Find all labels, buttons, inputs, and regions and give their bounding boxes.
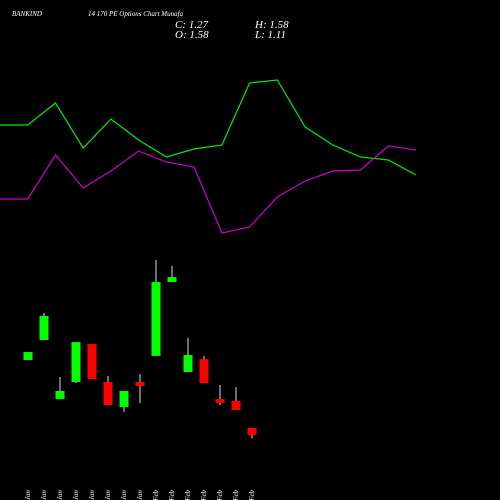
ohlc-label: O: 1.58 — [175, 29, 209, 41]
x-tick-label: 03 Feb — [184, 490, 192, 500]
x-tick-label: 06 Feb — [232, 490, 240, 500]
candle-body — [135, 382, 145, 386]
candle-body — [23, 352, 33, 360]
ohlc-label: C: 1.27 — [175, 19, 209, 31]
x-tick-label: 21 Jan — [40, 490, 48, 500]
chart-title: BANKIND — [12, 10, 42, 18]
candle-body — [151, 282, 161, 356]
candle-body — [55, 390, 65, 400]
candle-body — [183, 355, 193, 373]
candle-body — [87, 344, 97, 380]
x-tick-label: 02 Feb — [168, 490, 176, 500]
candle-body — [119, 390, 129, 408]
x-tick-label: 01 Feb — [152, 490, 160, 500]
indicator-line — [0, 79, 417, 176]
x-tick-label: 09 Feb — [248, 490, 256, 500]
x-tick-label: 29 Jan — [120, 490, 128, 500]
ohlc-label: L: 1.11 — [254, 29, 286, 41]
candle-body — [39, 315, 49, 340]
candle-body — [215, 399, 225, 403]
x-tick-label: 22 Jan — [56, 490, 64, 500]
ohlc-label: H: 1.58 — [254, 19, 289, 31]
x-tick-label: 23 Jan — [72, 490, 80, 500]
chart-subtitle: 14 170 PE Options Chart Munafa — [88, 10, 184, 18]
x-tick-label: 30 Jan — [136, 490, 144, 500]
x-tick-label: 04 Feb — [200, 490, 208, 500]
indicator-line — [0, 145, 417, 234]
candle-body — [167, 277, 177, 283]
x-tick-label: 20 Jan — [24, 490, 32, 500]
x-tick-label: 28 Jan — [104, 490, 112, 500]
candle-body — [247, 427, 257, 435]
candle-body — [231, 400, 241, 410]
candle-body — [199, 359, 209, 383]
x-tick-label: 05 Feb — [216, 490, 224, 500]
x-tick-label: 27 Jan — [88, 490, 96, 500]
candle-body — [71, 342, 81, 383]
candle-body — [103, 382, 113, 405]
